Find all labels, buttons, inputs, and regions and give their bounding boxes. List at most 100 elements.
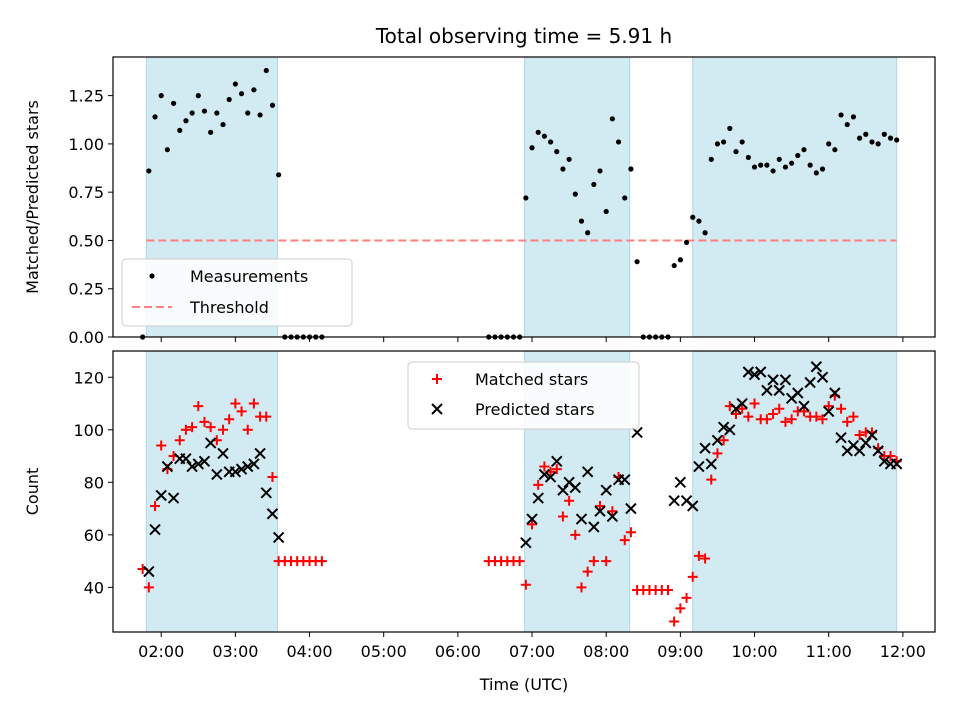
observing-window bbox=[145, 350, 278, 633]
predicted-stars-point bbox=[211, 468, 223, 481]
measurements-point bbox=[547, 139, 554, 145]
measurements-point bbox=[585, 230, 591, 236]
measurements-point bbox=[795, 152, 801, 159]
measurements-point bbox=[628, 166, 634, 172]
measurements-point bbox=[671, 262, 677, 269]
predicted-stars-point bbox=[717, 421, 730, 433]
measurements-point bbox=[615, 139, 622, 145]
predicted-stars-point bbox=[779, 374, 792, 386]
matched-stars-point bbox=[737, 403, 748, 414]
observing-window bbox=[524, 56, 631, 338]
matched-stars-point bbox=[774, 403, 785, 414]
chart-title: Total observing time = 5.91 h bbox=[375, 24, 672, 48]
matched-stars-point bbox=[693, 550, 704, 561]
predicted-stars-point bbox=[581, 466, 594, 478]
matched-stars-point bbox=[700, 553, 711, 564]
predicted-stars-point bbox=[810, 361, 823, 373]
measurements-point bbox=[232, 81, 238, 87]
measurements-point bbox=[789, 160, 795, 166]
predicted-stars-point bbox=[804, 376, 816, 389]
predicted-stars-point bbox=[711, 434, 724, 446]
measurements-point bbox=[535, 129, 541, 135]
matched-stars-point bbox=[187, 422, 198, 433]
matched-stars-point bbox=[520, 579, 531, 590]
predicted-stars-point bbox=[853, 445, 866, 457]
predicted-stars-point bbox=[192, 458, 204, 470]
matched-stars-point bbox=[607, 506, 618, 517]
measurements-point bbox=[702, 230, 708, 236]
legend-box bbox=[407, 361, 640, 430]
matched-stars-point bbox=[712, 448, 723, 459]
measurements-point bbox=[832, 147, 838, 153]
measurements-point bbox=[276, 172, 282, 178]
matched-stars-point bbox=[570, 529, 581, 540]
matched-stars-point bbox=[150, 500, 161, 511]
measurements-point bbox=[690, 214, 696, 220]
legend-marker bbox=[149, 273, 155, 279]
measurements-point bbox=[850, 114, 857, 120]
matched-stars-point bbox=[786, 414, 797, 425]
measurements-point bbox=[257, 112, 263, 118]
predicted-stars-point bbox=[822, 405, 835, 418]
matched-stars-point bbox=[730, 409, 741, 420]
matched-stars-point bbox=[854, 430, 865, 441]
predicted-stars-point bbox=[557, 484, 569, 496]
y-axis-ticks: 0.00 0.25 0.50 0.75 1.00 1.25 bbox=[68, 87, 113, 347]
measurements-point bbox=[208, 129, 214, 135]
matched-stars-point bbox=[582, 566, 593, 577]
matched-stars-point bbox=[533, 479, 544, 490]
y-tick-label: 120 bbox=[73, 368, 104, 387]
predicted-stars-point bbox=[569, 481, 582, 494]
matched-stars-point bbox=[557, 511, 568, 522]
y-tick-label: 0.25 bbox=[68, 280, 104, 299]
measurements-point bbox=[238, 91, 245, 97]
matched-stars-point bbox=[836, 403, 847, 414]
measurements-point bbox=[751, 164, 758, 170]
matched-stars-point bbox=[817, 414, 828, 425]
measurements-point bbox=[152, 114, 158, 120]
measurements-point bbox=[770, 168, 776, 174]
matched-stars-point bbox=[218, 424, 229, 435]
matched-stars-point bbox=[743, 411, 754, 422]
x-axis-ticks bbox=[160, 337, 904, 342]
measurements-point bbox=[214, 110, 220, 116]
y-axis-label: Matched/Predicted stars bbox=[23, 100, 42, 294]
measurements-point bbox=[591, 181, 597, 188]
measurements-point bbox=[164, 147, 170, 153]
measurements-point bbox=[195, 93, 201, 99]
measurements-point bbox=[733, 149, 739, 155]
x-tick-label: 08:00 bbox=[583, 642, 629, 661]
matched-stars-point bbox=[193, 401, 204, 412]
predicted-stars-point bbox=[217, 447, 229, 460]
x-tick-label: 02:00 bbox=[138, 642, 184, 661]
predicted-stars-point bbox=[767, 374, 779, 386]
matched-stars-point bbox=[601, 556, 612, 567]
observing-window bbox=[692, 350, 898, 633]
predicted-stars-point bbox=[829, 387, 841, 399]
plot-frame bbox=[112, 350, 936, 633]
measurements-point bbox=[875, 141, 881, 147]
matched-stars-point bbox=[718, 435, 729, 446]
measurements-point bbox=[721, 139, 727, 145]
legend-label: Matched stars bbox=[475, 370, 588, 389]
count-panel: 40 60 80 100 120 02:00 03:00 04:00 05:00 06:00 07… bbox=[23, 350, 936, 661]
predicted-stars-point bbox=[575, 513, 588, 525]
predicted-stars-point bbox=[260, 487, 272, 499]
x-tick-label: 09:00 bbox=[657, 642, 703, 661]
legend: Matched stars Predicted stars bbox=[407, 361, 640, 430]
measurements-point bbox=[708, 156, 714, 162]
matched-stars-point bbox=[205, 422, 216, 433]
matched-stars-point bbox=[675, 603, 686, 614]
measurement-markers bbox=[140, 67, 900, 340]
measurements-point bbox=[745, 154, 751, 161]
measurements-point bbox=[597, 168, 603, 174]
measurements-point bbox=[603, 208, 609, 215]
measurements-point bbox=[863, 131, 869, 137]
matched-stars-point bbox=[199, 416, 210, 427]
predicted-stars-point bbox=[668, 494, 680, 507]
matched-stars-point bbox=[180, 424, 191, 435]
measurements-point bbox=[263, 67, 269, 74]
legend-label: Measurements bbox=[190, 267, 308, 286]
predicted-stars-point bbox=[773, 384, 785, 397]
y-tick-label: 60 bbox=[84, 526, 104, 545]
